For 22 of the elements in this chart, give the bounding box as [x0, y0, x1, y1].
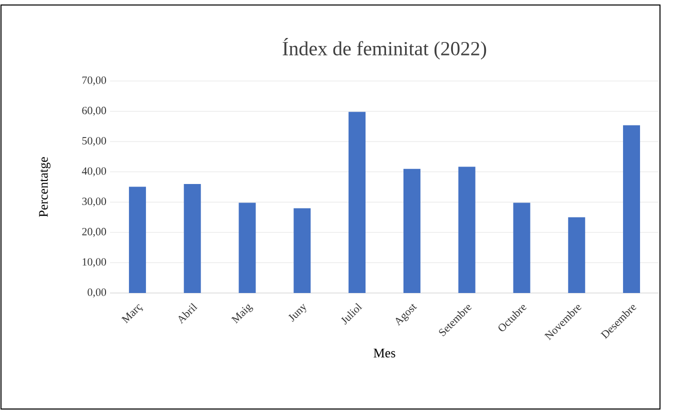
x-axis-title: Mes [374, 348, 396, 358]
y-tick-label: 20,00 [82, 228, 106, 237]
y-tick-label: 70,00 [82, 76, 106, 86]
bar [238, 202, 256, 293]
bar [348, 112, 366, 293]
y-tick-label: 60,00 [82, 106, 106, 116]
y-axis-title: Percentatge [39, 157, 50, 217]
chart-title: Índex de feminitat (2022) [282, 38, 486, 60]
bar [458, 166, 476, 293]
bar [184, 184, 201, 293]
bar [623, 125, 640, 293]
x-tick-label: Juny [288, 304, 306, 322]
y-tick-label: 30,00 [82, 198, 106, 207]
bar [403, 168, 420, 293]
y-tick-label: 50,00 [82, 137, 106, 146]
bar [513, 202, 530, 293]
y-tick-label: 10,00 [82, 258, 106, 268]
bar [128, 186, 146, 293]
y-tick-label: 0,00 [88, 288, 106, 298]
y-tick-label: 40,00 [82, 167, 106, 176]
bar [294, 208, 311, 293]
bar [568, 217, 586, 293]
